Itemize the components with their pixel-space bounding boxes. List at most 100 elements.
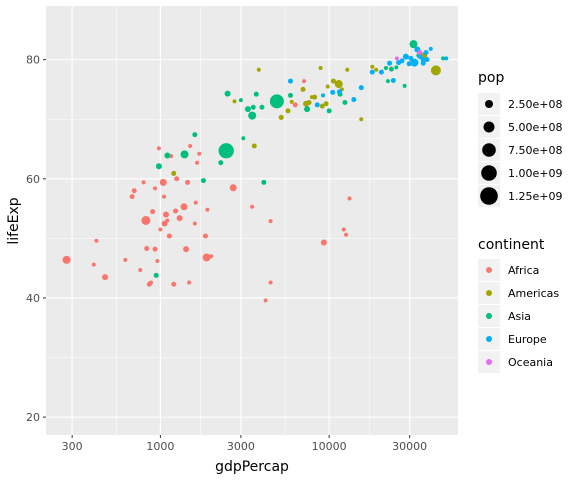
y-tick-label: 60 bbox=[26, 173, 40, 186]
data-point-africa bbox=[94, 238, 99, 243]
data-point-asia bbox=[269, 94, 284, 109]
data-point-asia bbox=[164, 152, 171, 159]
x-tick-label: 30000 bbox=[392, 440, 427, 453]
data-point-asia bbox=[385, 79, 390, 84]
data-point-africa bbox=[163, 211, 170, 218]
color-legend: continent Africa Americas Asia Europe Oceani… bbox=[478, 237, 559, 373]
data-point-americas bbox=[232, 99, 237, 104]
data-point-africa bbox=[205, 207, 210, 212]
data-point-asia bbox=[238, 98, 243, 103]
size-legend-circle bbox=[485, 100, 493, 108]
data-point-europe bbox=[351, 97, 357, 103]
data-point-europe bbox=[287, 78, 293, 84]
data-point-africa bbox=[180, 203, 188, 211]
size-legend-circle bbox=[480, 187, 498, 205]
color-legend-label: Europe bbox=[508, 333, 547, 346]
data-point-americas bbox=[345, 67, 350, 72]
data-point-asia bbox=[287, 92, 293, 98]
data-point-americas bbox=[430, 65, 441, 76]
data-point-africa bbox=[149, 280, 154, 285]
data-point-africa bbox=[174, 176, 180, 182]
size-legend-circle bbox=[481, 165, 497, 181]
data-point-europe bbox=[428, 46, 433, 51]
size-legend-label: 7.50e+08 bbox=[508, 144, 562, 157]
data-point-europe bbox=[321, 93, 326, 98]
data-point-asia bbox=[304, 106, 311, 113]
data-point-asia bbox=[180, 150, 189, 159]
data-point-asia bbox=[224, 90, 231, 97]
data-point-asia bbox=[388, 66, 394, 72]
data-point-americas bbox=[318, 65, 323, 70]
data-point-asia bbox=[383, 65, 388, 70]
data-point-africa bbox=[344, 232, 349, 237]
data-point-africa bbox=[268, 280, 273, 285]
data-point-africa bbox=[229, 184, 237, 192]
data-point-americas bbox=[306, 100, 312, 106]
data-point-asia bbox=[409, 40, 418, 49]
data-point-africa bbox=[176, 215, 183, 222]
data-point-asia bbox=[326, 108, 332, 114]
data-point-africa bbox=[197, 151, 202, 156]
data-point-europe bbox=[336, 89, 342, 95]
data-point-africa bbox=[156, 146, 161, 151]
data-point-africa bbox=[202, 233, 208, 239]
data-point-europe bbox=[402, 53, 409, 60]
data-point-africa bbox=[187, 280, 192, 285]
x-tick-label: 3000 bbox=[227, 440, 255, 453]
data-point-oceania bbox=[417, 49, 423, 55]
data-point-americas bbox=[370, 64, 375, 69]
x-tick-label: 300 bbox=[62, 440, 83, 453]
data-point-africa bbox=[144, 246, 150, 252]
data-point-africa bbox=[209, 254, 214, 259]
data-point-africa bbox=[165, 218, 170, 223]
data-point-africa bbox=[62, 255, 71, 264]
data-point-asia bbox=[259, 104, 265, 110]
data-point-americas bbox=[330, 78, 336, 84]
y-axis: 20 40 60 80 bbox=[26, 54, 46, 424]
data-point-europe bbox=[314, 102, 320, 108]
data-point-africa bbox=[292, 102, 298, 108]
data-point-americas bbox=[325, 84, 330, 89]
y-tick-label: 80 bbox=[26, 54, 40, 67]
data-point-africa bbox=[158, 227, 163, 232]
data-point-africa bbox=[202, 253, 211, 262]
data-point-asia bbox=[394, 65, 399, 70]
data-point-europe bbox=[387, 60, 393, 66]
data-point-asia bbox=[200, 178, 206, 184]
data-point-europe bbox=[420, 60, 426, 66]
data-point-africa bbox=[141, 180, 146, 185]
color-legend-label: Oceania bbox=[508, 356, 553, 369]
data-point-europe bbox=[424, 57, 430, 63]
data-point-americas bbox=[278, 114, 284, 120]
size-legend-label: 2.50e+08 bbox=[508, 98, 562, 111]
color-legend-dot bbox=[486, 267, 492, 273]
data-points bbox=[62, 40, 449, 303]
data-point-asia bbox=[192, 132, 198, 138]
data-point-africa bbox=[188, 144, 193, 149]
data-point-africa bbox=[341, 227, 346, 232]
data-point-africa bbox=[193, 200, 198, 205]
data-point-africa bbox=[91, 262, 96, 267]
data-point-africa bbox=[171, 281, 177, 287]
data-point-asia bbox=[227, 146, 233, 152]
data-point-asia bbox=[253, 91, 259, 97]
data-point-asia bbox=[153, 272, 159, 278]
data-point-africa bbox=[250, 204, 255, 209]
size-legend: pop 2.50e+08 5.00e+08 7.50e+08 1.00e+09 1.25… bbox=[478, 70, 562, 207]
data-point-asia bbox=[218, 160, 224, 166]
data-point-europe bbox=[358, 85, 364, 91]
data-point-africa bbox=[152, 246, 158, 252]
data-point-asia bbox=[342, 100, 348, 106]
data-point-asia bbox=[441, 56, 446, 61]
data-point-africa bbox=[173, 208, 179, 214]
size-legend-circle bbox=[483, 121, 495, 133]
minor-grid bbox=[46, 6, 458, 435]
data-point-americas bbox=[171, 170, 177, 176]
data-point-asia bbox=[261, 179, 267, 185]
color-legend-label: Americas bbox=[508, 287, 559, 300]
data-point-europe bbox=[369, 69, 375, 75]
data-point-americas bbox=[256, 67, 261, 72]
data-point-africa bbox=[185, 179, 191, 185]
color-legend-dot bbox=[486, 290, 492, 296]
